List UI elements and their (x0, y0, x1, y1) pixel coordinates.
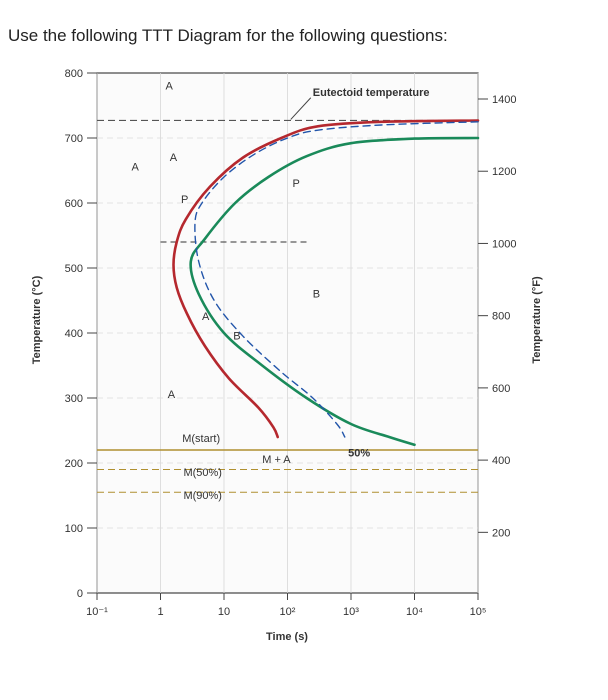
y-tick-label-left: 500 (65, 263, 83, 275)
annotation-a_plus: A (170, 152, 178, 164)
x-tick-label: 10³ (343, 606, 359, 618)
annotation-fifty_pct: 50% (348, 448, 370, 460)
y-tick-label-right: 800 (492, 311, 510, 323)
annotation-b_mid: B (233, 331, 240, 343)
page-heading: Use the following TTT Diagram for the fo… (8, 26, 448, 45)
x-tick-label: 1 (157, 606, 163, 618)
annotation-b_right: B (313, 288, 320, 300)
y-tick-label-left: 600 (65, 198, 83, 210)
series-layer (172, 119, 480, 447)
x-tick-label: 10² (280, 606, 296, 618)
y-tick-label-left: 300 (65, 393, 83, 405)
y-axis-title-right: Temperature (°F) (531, 276, 543, 364)
x-tick-label: 10⁴ (406, 606, 423, 618)
y-tick-label-right: 1200 (492, 166, 516, 178)
y-tick-label-left: 700 (65, 133, 83, 145)
annotation-p_right: P (293, 178, 300, 190)
annotation-m_plus_a: M + A (262, 454, 291, 466)
annotation-p_mid: P (181, 194, 188, 206)
y-axis-title-left: Temperature (°C) (31, 275, 43, 364)
curve-start (172, 119, 480, 439)
annotation-m50: M(50%) (183, 467, 222, 479)
y-tick-label-left: 400 (65, 328, 83, 340)
y-tick-label-right: 1000 (492, 238, 516, 250)
y-tick-label-right: 200 (492, 527, 510, 539)
y-tick-label-left: 800 (65, 68, 83, 80)
y-tick-label-left: 200 (65, 458, 83, 470)
annotation-layer: Eutectoid temperature A A A P P A B B A M(start) M … (132, 80, 430, 502)
x-tick-label: 10⁻¹ (86, 606, 108, 618)
y-tick-label-right: 1400 (492, 94, 516, 106)
y-tick-label-right: 600 (492, 383, 510, 395)
x-axis-title: Time (s) (266, 631, 308, 643)
x-tick-label: 10⁵ (470, 606, 487, 618)
x-tick-label: 10 (218, 606, 230, 618)
curve-finish (189, 136, 480, 447)
eutectoid-leader (290, 97, 312, 120)
annotation-eutectoid: Eutectoid temperature (313, 87, 430, 99)
annotation-a_low: A (168, 389, 176, 401)
annotation-m90: M(90%) (183, 490, 222, 502)
annotation-a_left: A (132, 162, 140, 174)
annotation-mstart: M(start) (182, 433, 220, 445)
horizontal-lines (97, 119, 478, 493)
y-tick-label-left: 100 (65, 523, 83, 535)
annotation-a_plus_b: A (202, 311, 210, 323)
y-tick-label-left: 0 (77, 588, 83, 600)
curve-fifty (194, 121, 479, 438)
y-tick-label-right: 400 (492, 455, 510, 467)
tick-layer: 10⁻¹ 1 10 10² 10³ 10⁴ 10⁵ 0 100 200 300 400 500 600 70… (65, 68, 517, 618)
annotation-a_top: A (166, 80, 174, 92)
